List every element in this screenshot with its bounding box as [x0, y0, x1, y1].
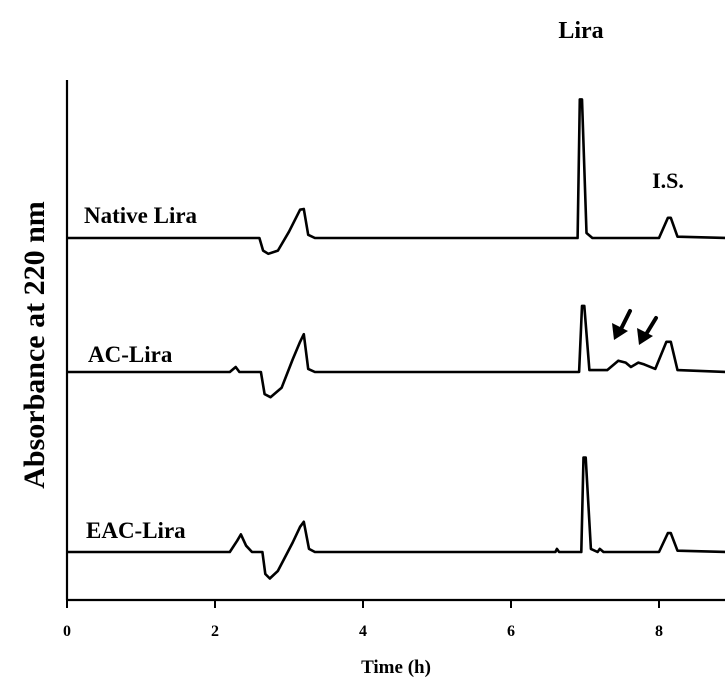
y-axis-label: Absorbance at 220 nm: [18, 201, 51, 489]
chromatogram-traces: [67, 98, 725, 580]
trace-ac-lira: [67, 304, 725, 399]
series-label-ac-lira: AC-Lira: [88, 342, 173, 367]
trace-native-lira: [67, 98, 725, 256]
impurity-arrowhead-2: [637, 328, 653, 345]
trace-eac-lira: [67, 456, 725, 580]
x-axis-ticks: 0 2 4 6 8: [63, 600, 663, 640]
impurity-arrowhead-1: [612, 323, 628, 340]
x-tick-label: 8: [655, 623, 663, 640]
series-labels: Native Lira AC-Lira EAC-Lira: [84, 203, 198, 543]
impurity-arrow-1: [618, 309, 632, 333]
x-tick-label: 6: [507, 623, 515, 640]
lira-peak-label: Lira: [558, 18, 603, 44]
x-axis-label: Time (h): [361, 657, 431, 678]
x-tick-label: 0: [63, 623, 71, 640]
x-tick-label: 2: [211, 623, 219, 640]
series-label-eac-lira: EAC-Lira: [86, 518, 186, 543]
impurity-arrows: [612, 309, 658, 345]
series-label-native-lira: Native Lira: [84, 203, 198, 228]
is-peak-label: I.S.: [652, 168, 684, 193]
x-tick-label: 4: [359, 623, 367, 640]
